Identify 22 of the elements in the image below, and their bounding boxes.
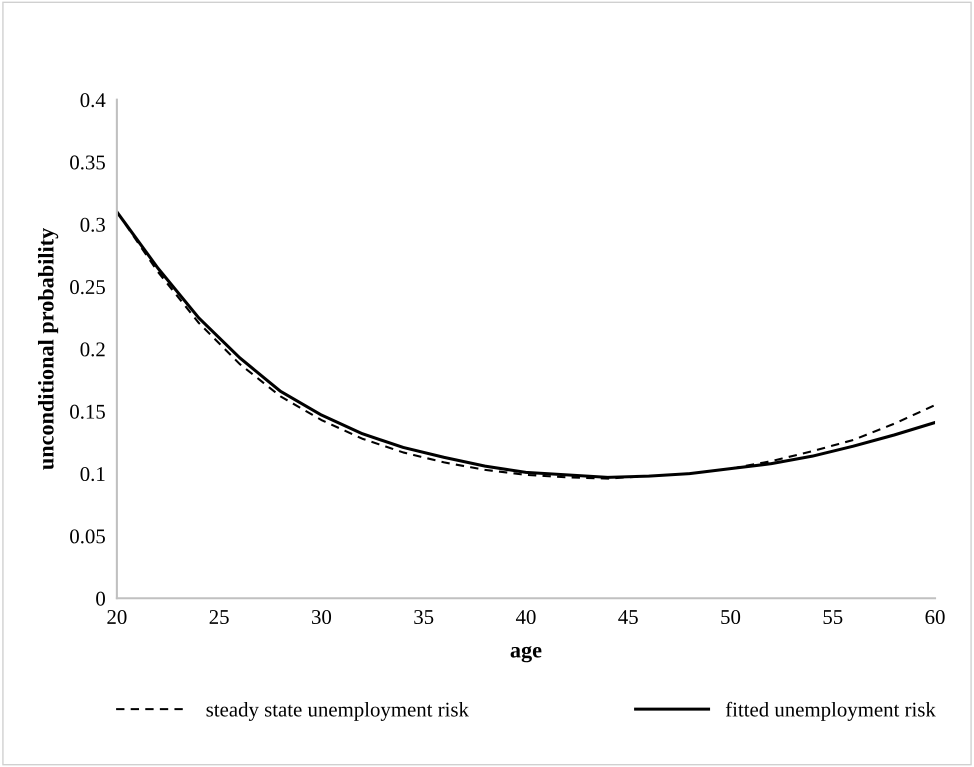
x-tick-label: 50 <box>721 610 740 624</box>
x-tick-label: 55 <box>824 610 842 624</box>
legend-label: fitted unemployment risk <box>726 702 936 721</box>
x-tick-label: 35 <box>414 610 434 624</box>
x-tick-label: 60 <box>926 610 945 624</box>
y-tick-label: 0.2 <box>80 342 105 357</box>
x-tick-label: 20 <box>107 610 126 624</box>
x-tick-label: 25 <box>210 610 229 624</box>
y-tick-label: 0.3 <box>80 218 105 232</box>
legend-label: steady state unemployment risk <box>206 702 469 721</box>
y-tick-label: 0.15 <box>70 404 105 419</box>
y-tick-label: 0.05 <box>70 529 105 544</box>
y-tick-label: 0.4 <box>80 93 106 108</box>
x-tick-label: 45 <box>618 610 638 624</box>
y-axis-title: unconditional probability <box>38 228 58 470</box>
x-axis-title: age <box>510 646 542 662</box>
y-tick-label: 0 <box>96 592 105 606</box>
y-tick-label: 0.35 <box>70 155 105 170</box>
y-tick-label: 0.25 <box>70 280 105 294</box>
x-tick-label: 40 <box>516 610 536 624</box>
y-tick-label: 0.1 <box>80 466 105 482</box>
x-tick-label: 30 <box>312 610 332 624</box>
